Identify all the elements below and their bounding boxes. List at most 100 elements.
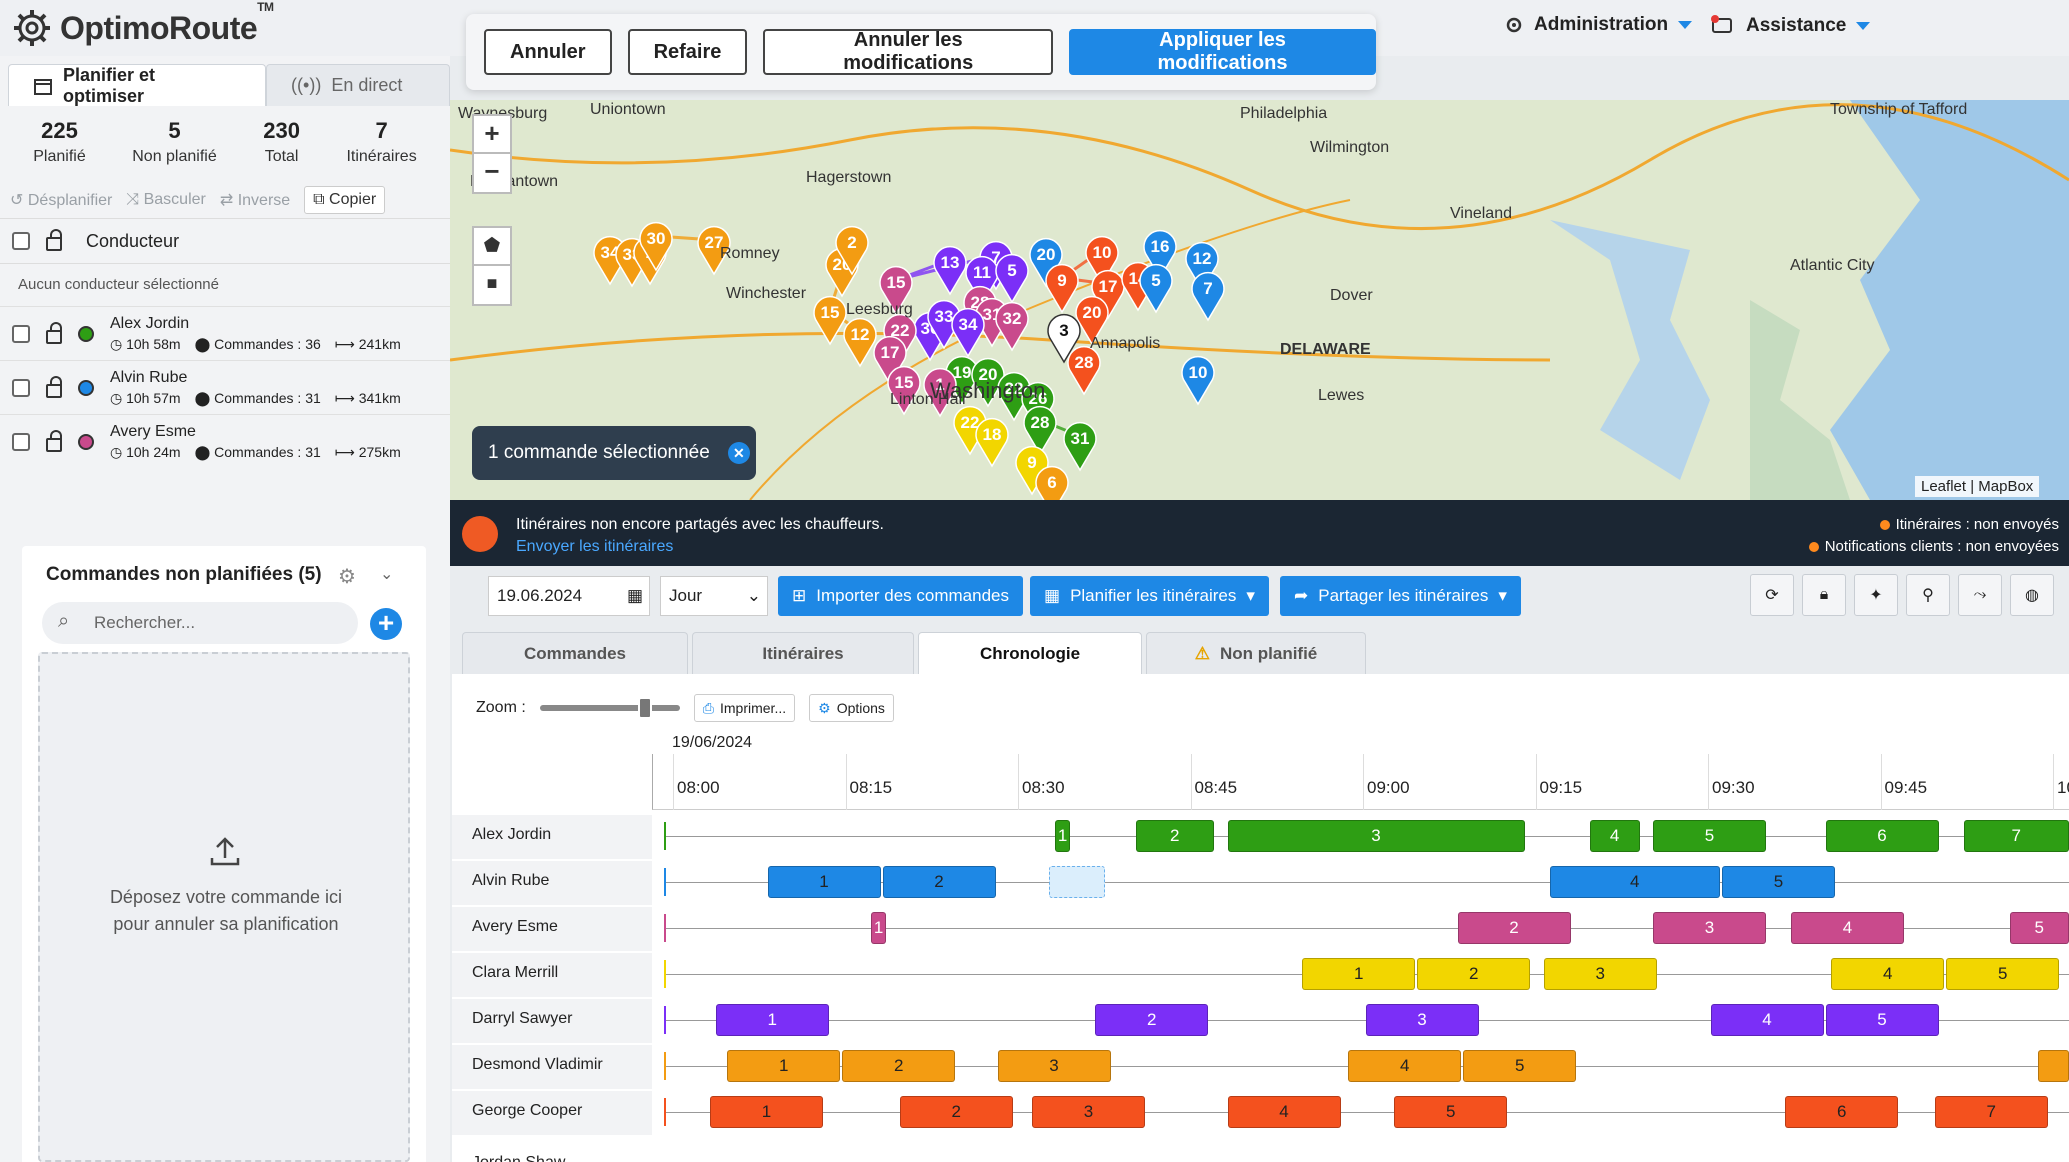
- map-marker[interactable]: 10: [1181, 355, 1215, 406]
- driver-row[interactable]: Alex Jordin ◷ 10h 58m ⬤ Commandes : 36 ⟼ 2…: [0, 306, 450, 360]
- map-marker[interactable]: 22: [883, 313, 917, 364]
- timeline-order-block[interactable]: 1: [1055, 820, 1071, 852]
- refresh-icon[interactable]: ⟳: [1750, 574, 1794, 616]
- timeline-order-block[interactable]: 5: [1825, 1004, 1939, 1036]
- timeline-order-block[interactable]: 4: [1791, 912, 1904, 944]
- map-marker[interactable]: 15: [887, 365, 921, 416]
- timeline-order-block[interactable]: 2: [1095, 1004, 1209, 1036]
- timeline-order-block[interactable]: 3: [1543, 958, 1657, 990]
- timeline-order-block[interactable]: 2: [1457, 912, 1571, 944]
- timeline-order-block[interactable]: [2038, 1050, 2069, 1082]
- timeline-order-block[interactable]: 4: [1227, 1096, 1341, 1128]
- timeline-order-block[interactable]: 5: [2009, 912, 2069, 944]
- timeline-order-block[interactable]: 2: [842, 1050, 956, 1082]
- timeline-order-block[interactable]: 5: [1394, 1096, 1508, 1128]
- timeline-order-block[interactable]: 1: [715, 1004, 829, 1036]
- timeline-order-block[interactable]: 2: [882, 866, 996, 898]
- timeline-order-block[interactable]: 2: [1417, 958, 1531, 990]
- timeline-order-block[interactable]: 6: [1825, 820, 1939, 852]
- search-input[interactable]: ⌕ Rechercher...: [42, 602, 358, 644]
- lock-icon[interactable]: 🔒︎: [1802, 574, 1846, 616]
- timeline-order-block[interactable]: 1: [710, 1096, 823, 1128]
- gear-icon[interactable]: ⚙: [338, 566, 356, 588]
- tab-timeline[interactable]: Chronologie: [918, 632, 1142, 674]
- timeline-order-block[interactable]: 4: [1549, 866, 1720, 898]
- timeline-order-block[interactable]: 5: [1722, 866, 1835, 898]
- map-marker[interactable]: 9: [1015, 445, 1049, 496]
- timeline-order-block[interactable]: 7: [1934, 1096, 2048, 1128]
- map-marker[interactable]: 30: [639, 221, 673, 272]
- map-marker[interactable]: 20: [1029, 237, 1063, 288]
- timeline-order-block[interactable]: 3: [1365, 1004, 1479, 1036]
- timeline-order-block[interactable]: 3: [1653, 912, 1766, 944]
- period-select[interactable]: Jour ⌄: [660, 576, 768, 616]
- timeline-order-block[interactable]: 3: [1032, 1096, 1145, 1128]
- switch-button[interactable]: ⤨ Basculer: [126, 191, 206, 208]
- discard-changes-button[interactable]: Annuler les modifications: [763, 29, 1054, 75]
- tab-unplanned[interactable]: ⚠ Non planifié: [1146, 632, 1366, 674]
- map-marker[interactable]: 12: [843, 317, 877, 368]
- rectangle-draw-icon[interactable]: ■: [472, 266, 512, 306]
- help-menu[interactable]: Assistance: [1710, 14, 1871, 38]
- map-marker[interactable]: 18: [975, 417, 1009, 468]
- timeline-order-block[interactable]: 5: [1946, 958, 2060, 990]
- select-all-checkbox[interactable]: [12, 232, 30, 250]
- send-routes-link[interactable]: Envoyer les itinéraires: [516, 538, 674, 555]
- map-marker[interactable]: 34: [951, 307, 985, 358]
- tab-orders[interactable]: Commandes: [462, 632, 688, 674]
- driver-checkbox[interactable]: [12, 378, 30, 397]
- lock-icon[interactable]: [46, 375, 62, 398]
- logo[interactable]: OptimoRouteTM: [12, 0, 274, 48]
- driver-row[interactable]: Avery Esme ◷ 10h 24m ⬤ Commandes : 31 ⟼ 27…: [0, 414, 450, 468]
- pin-star-icon[interactable]: ✦: [1854, 574, 1898, 616]
- timeline-order-block[interactable]: 5: [1653, 820, 1766, 852]
- redo-button[interactable]: Refaire: [627, 29, 748, 75]
- driver-row[interactable]: Alvin Rube ◷ 10h 57m ⬤ Commandes : 31 ⟼ 34…: [0, 360, 450, 414]
- tab-plan-optimize[interactable]: Planifier et optimiser: [8, 64, 267, 106]
- timeline-order-block[interactable]: [1049, 866, 1105, 898]
- map-marker[interactable]: 28: [1067, 345, 1101, 396]
- map-marker[interactable]: 20: [1075, 295, 1109, 346]
- zoom-knob[interactable]: [637, 697, 652, 719]
- share-routes-button[interactable]: ➦ Partager les itinéraires ▾: [1280, 576, 1521, 616]
- zoom-slider[interactable]: [539, 697, 680, 719]
- tab-live[interactable]: ((•)) En direct: [266, 64, 450, 106]
- clear-selection-icon[interactable]: ✕: [727, 442, 750, 464]
- map-marker[interactable]: 16: [1143, 229, 1177, 280]
- timeline-order-block[interactable]: 6: [1785, 1096, 1899, 1128]
- timeline-order-block[interactable]: 4: [1831, 958, 1945, 990]
- options-button[interactable]: ⚙ Options: [809, 694, 894, 722]
- map-marker[interactable]: 17: [1091, 269, 1125, 320]
- timeline-order-block[interactable]: 4: [1589, 820, 1640, 852]
- map-marker[interactable]: 5: [1139, 263, 1173, 314]
- apply-changes-button[interactable]: Appliquer les modifications: [1069, 29, 1376, 75]
- map-marker[interactable]: 32: [995, 301, 1029, 352]
- map-marker[interactable]: 28: [1023, 405, 1057, 456]
- print-button[interactable]: ⎙ Imprimer...: [693, 694, 796, 722]
- map-marker[interactable]: 13: [933, 245, 967, 296]
- map-marker[interactable]: 17: [873, 335, 907, 386]
- drop-zone[interactable]: Déposez votre commande ici pour annuler s…: [38, 652, 410, 1162]
- chevron-down-icon[interactable]: ⌄: [380, 566, 394, 583]
- polygon-draw-icon[interactable]: ⬟: [472, 226, 512, 266]
- timeline-order-block[interactable]: 1: [767, 866, 881, 898]
- map-marker[interactable]: 2: [835, 225, 869, 276]
- map-attribution[interactable]: Leaflet | MapBox: [1915, 476, 2040, 497]
- map-marker[interactable]: 15: [879, 265, 913, 316]
- globe-icon[interactable]: ◍: [2010, 574, 2054, 616]
- zoom-in-button[interactable]: +: [472, 114, 512, 154]
- lock-icon[interactable]: [46, 321, 62, 344]
- timeline-order-block[interactable]: 3: [997, 1050, 1111, 1082]
- admin-menu[interactable]: Administration: [1504, 14, 1693, 36]
- timeline-order-block[interactable]: 1: [727, 1050, 841, 1082]
- map-marker[interactable]: 31: [1063, 421, 1097, 472]
- driver-checkbox[interactable]: [12, 324, 30, 343]
- timeline-order-block[interactable]: 1: [871, 912, 887, 944]
- map-marker[interactable]: 22: [997, 371, 1031, 422]
- map-marker[interactable]: 15: [813, 295, 847, 346]
- timeline-order-block[interactable]: 4: [1348, 1050, 1462, 1082]
- zoom-out-button[interactable]: −: [472, 154, 512, 194]
- map-marker[interactable]: 6: [1035, 465, 1069, 500]
- reverse-button[interactable]: ⇄ Inverse: [219, 192, 291, 209]
- lock-icon[interactable]: [46, 229, 62, 251]
